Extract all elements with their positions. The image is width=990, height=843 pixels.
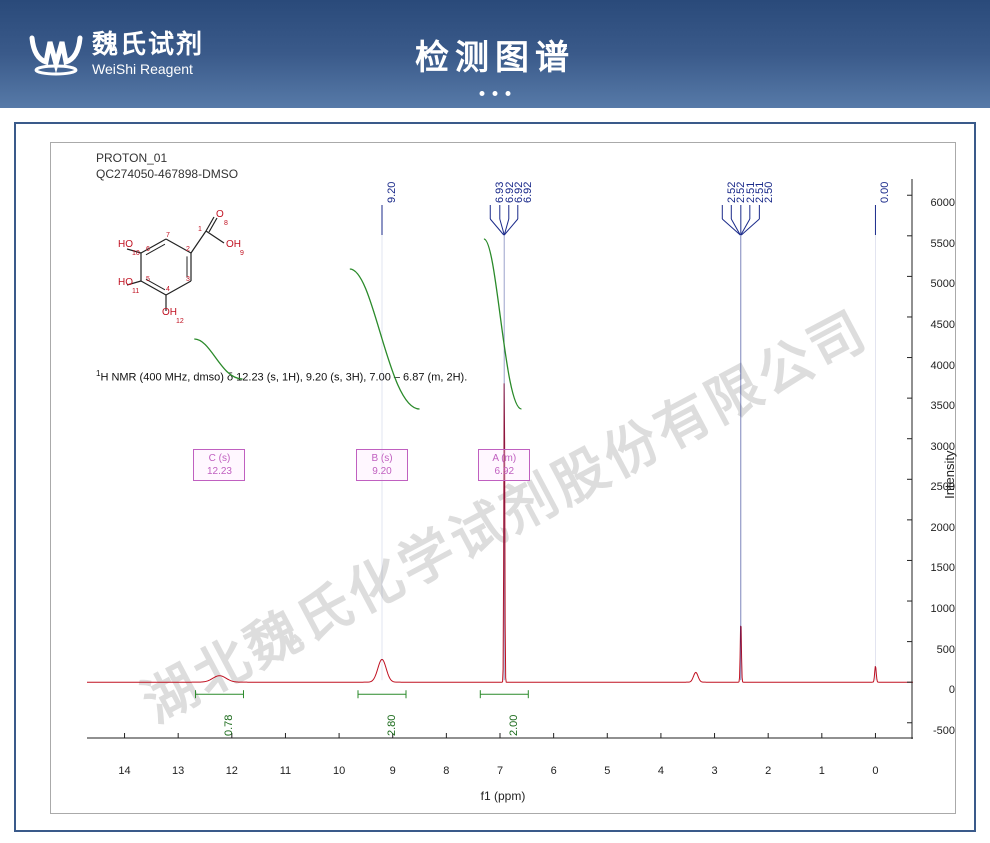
x-tick-label: 0 <box>872 765 878 777</box>
x-tick-label: 7 <box>497 765 503 777</box>
x-tick-label: 8 <box>443 765 449 777</box>
integral-region-box: C (s)12.23 <box>193 449 245 481</box>
peak-label: 0.00 <box>879 182 891 203</box>
x-tick-label: 6 <box>551 765 557 777</box>
y-tick-label: 5000 <box>931 278 955 290</box>
peak-label: 2.50 <box>763 182 775 203</box>
y-tick-label: 4500 <box>931 319 955 331</box>
x-tick-label: 3 <box>711 765 717 777</box>
x-axis-label: f1 (ppm) <box>481 789 526 803</box>
x-axis-ticks: 14131211109876543210 <box>87 765 913 785</box>
experiment-name: PROTON_01 <box>96 151 167 165</box>
x-tick-label: 9 <box>390 765 396 777</box>
y-tick-label: 6000 <box>931 197 955 209</box>
logo: 魏氏试剂 WeiShi Reagent <box>28 22 204 78</box>
y-tick-label: 0 <box>949 684 955 696</box>
x-tick-label: 10 <box>333 765 345 777</box>
logo-icon <box>28 22 84 78</box>
integral-value: 0.78 <box>223 715 235 736</box>
integral-region-box: B (s)9.20 <box>356 449 408 481</box>
y-axis-label: Intensity <box>942 451 957 499</box>
y-tick-label: 3500 <box>931 400 955 412</box>
peak-label: 9.20 <box>386 182 398 203</box>
x-tick-label: 2 <box>765 765 771 777</box>
peak-label: 6.92 <box>522 182 534 203</box>
y-tick-label: 500 <box>937 644 955 656</box>
y-tick-label: 5500 <box>931 238 955 250</box>
banner-dots <box>480 91 511 96</box>
y-tick-label: 4000 <box>931 360 955 372</box>
logo-main: 魏氏试剂 <box>92 24 204 61</box>
y-tick-label: -500 <box>933 725 955 737</box>
inner-frame: 湖北魏氏化学试剂股份有限公司 PROTON_01 QC274050-467898… <box>50 142 956 814</box>
integral-value: 2.00 <box>508 715 520 736</box>
logo-sub: WeiShi Reagent <box>92 61 204 77</box>
y-tick-label: 1500 <box>931 562 955 574</box>
plot-area: 9.206.936.926.926.922.522.522.512.512.50… <box>87 179 913 739</box>
integral-value: 2.80 <box>386 715 398 736</box>
banner: 魏氏试剂 WeiShi Reagent 检测图谱 <box>0 0 990 108</box>
x-tick-label: 11 <box>280 765 291 777</box>
x-tick-label: 5 <box>604 765 610 777</box>
integral-region-box: A (m)6.92 <box>478 449 530 481</box>
x-tick-label: 12 <box>226 765 238 777</box>
y-tick-label: 1000 <box>931 603 955 615</box>
x-tick-label: 4 <box>658 765 664 777</box>
y-axis-ticks: -500050010001500200025003000350040004500… <box>905 151 955 727</box>
x-tick-label: 1 <box>819 765 825 777</box>
x-tick-label: 14 <box>118 765 130 777</box>
y-tick-label: 2000 <box>931 522 955 534</box>
x-tick-label: 13 <box>172 765 184 777</box>
outer-frame: 湖北魏氏化学试剂股份有限公司 PROTON_01 QC274050-467898… <box>14 122 976 832</box>
